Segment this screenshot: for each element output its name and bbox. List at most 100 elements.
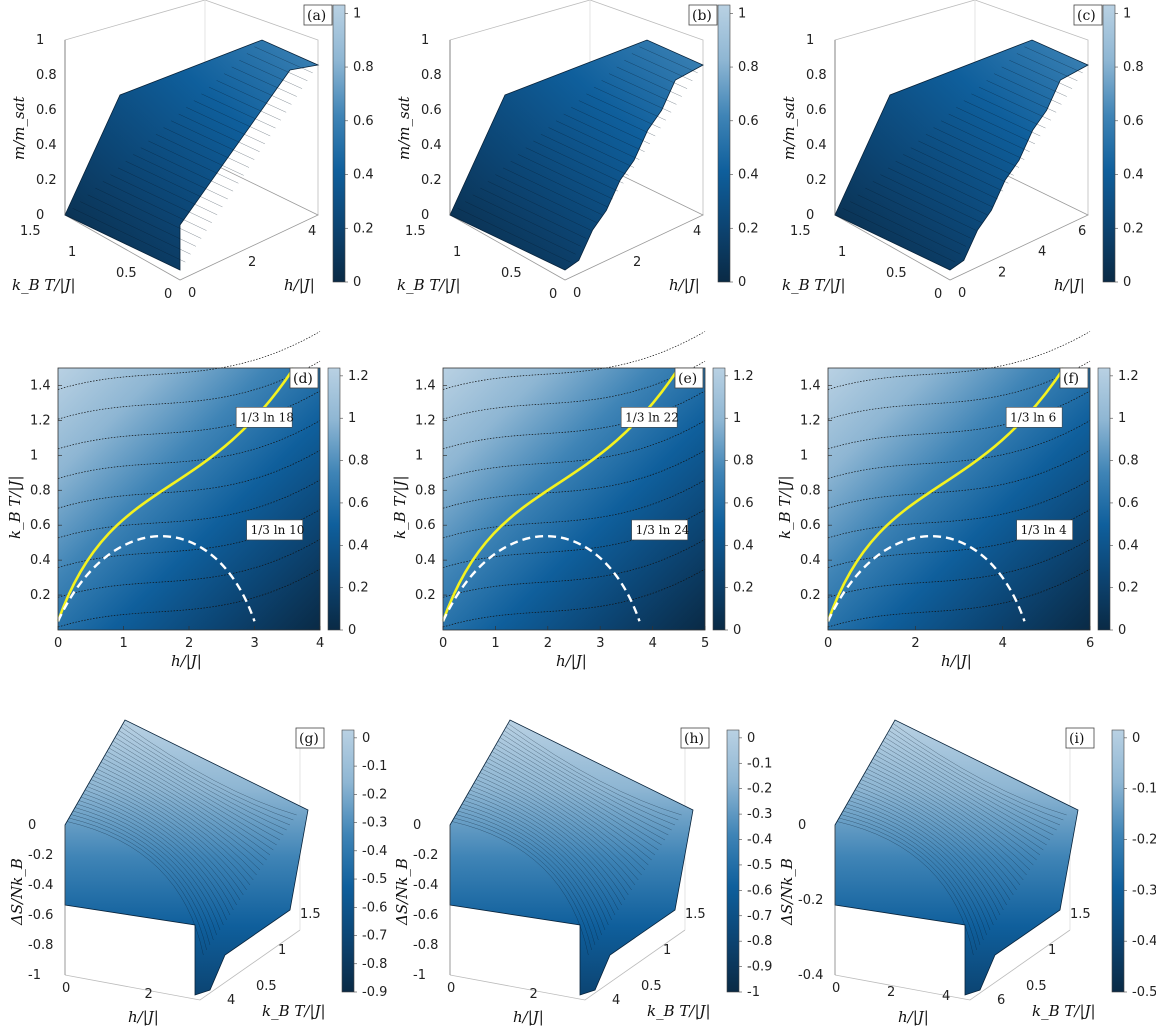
contour-line xyxy=(442,568,706,628)
contour-line xyxy=(827,479,1091,539)
colorbar-tick-label: -0.9 xyxy=(362,985,387,1000)
mesh-line xyxy=(74,807,217,936)
z-tick-label: -0.4 xyxy=(28,878,53,893)
annotation-label: 1/3 ln 18 xyxy=(240,410,294,424)
y-tick-label: 1.5 xyxy=(20,224,41,239)
colorbar-tick-label: -0.5 xyxy=(362,872,387,887)
x-tick-label: 2 xyxy=(530,987,538,1002)
colorbar-tick-label: 0 xyxy=(738,275,746,290)
y-tick-label: 1.5 xyxy=(1070,907,1091,922)
colorbar-tick-label: 0.4 xyxy=(353,168,374,183)
colorbar-tick-label: -0.8 xyxy=(362,957,387,972)
x-tick-label: 6 xyxy=(1078,224,1086,239)
mesh-line xyxy=(231,66,297,97)
y-axis-label: k_B T/|J| xyxy=(776,475,794,539)
y-tick-label: 1.5 xyxy=(685,907,706,922)
y-tick-label: 0.5 xyxy=(116,266,137,281)
colorbar-tick-label: -1 xyxy=(747,985,760,1000)
colorbar-tick-label: 0 xyxy=(353,275,361,290)
colorbar-tick-label: 0.8 xyxy=(1118,454,1139,469)
mesh-line xyxy=(84,789,234,911)
colorbar xyxy=(332,4,346,283)
y-tick-label: 0.2 xyxy=(800,588,821,603)
mesh-line xyxy=(895,160,993,208)
mesh-line xyxy=(601,80,672,113)
z-tick-label: 1 xyxy=(421,33,429,48)
mesh-line xyxy=(840,814,981,946)
mesh-line xyxy=(880,174,982,223)
colorbar xyxy=(1102,4,1116,283)
y-tick-label: 0.6 xyxy=(415,518,436,533)
x-tick-label: 2 xyxy=(633,255,641,270)
mesh-line xyxy=(593,86,666,121)
colorbar xyxy=(717,4,731,283)
z-tick-label: 0.8 xyxy=(806,68,827,83)
mesh-line xyxy=(465,796,612,921)
z-tick-label: 0 xyxy=(798,818,806,833)
mesh-line xyxy=(884,737,1054,836)
z-tick-label: 0 xyxy=(421,208,429,223)
annotation-label: 1/3 ln 22 xyxy=(625,410,679,424)
panel-label-box xyxy=(674,367,704,389)
z-tick-label: -0.2 xyxy=(798,893,823,908)
panel-label: (f) xyxy=(1063,371,1079,387)
z-tick-label: -0.6 xyxy=(413,908,438,923)
mesh-line xyxy=(854,789,1004,911)
panel-label: (i) xyxy=(1069,731,1084,747)
y-tick-label: 0.8 xyxy=(415,483,436,498)
z-tick-label: 0.6 xyxy=(806,103,827,118)
panel-a: 0 0.2 0.4 0.6 0.8 1 m/m_sat 1.5 1 0.5 0 k_B T/|J| 0 2… xyxy=(0,0,385,320)
mesh-line xyxy=(631,53,693,81)
mesh-line xyxy=(110,744,277,846)
z-tick-label: 0 xyxy=(28,818,36,833)
mesh-line xyxy=(472,194,582,247)
mesh-line xyxy=(66,821,204,956)
panel-label-box xyxy=(1073,4,1103,26)
panel-b: 0 0.2 0.4 0.6 0.8 1 m/m_sat 1.5 1 0.5 0 k_B T/|J| 0 2… xyxy=(385,0,770,320)
mesh-line xyxy=(94,772,251,886)
y-tick-label: 0.4 xyxy=(800,553,821,568)
panel-g: -1 -0.8 -0.6 -0.4 -0.2 0 ΔS/Nk_B 0 2 4 h/|J| 0.5 1 1.… xyxy=(0,700,387,1034)
y-axis-label: k_B T/|J| xyxy=(1032,1002,1096,1020)
y-tick-label: 0 xyxy=(934,287,942,302)
mesh-line xyxy=(956,107,1036,145)
panel-label-box xyxy=(688,4,718,26)
mesh-line xyxy=(548,127,635,168)
mesh-line xyxy=(501,733,672,831)
mesh-line xyxy=(1009,59,1073,89)
mesh-line xyxy=(586,93,661,129)
axes-frame xyxy=(449,929,686,1001)
mesh-line xyxy=(485,761,646,871)
z-axis-label: m/m_sat xyxy=(780,95,798,160)
mesh-line xyxy=(1024,46,1083,74)
y-tick-label: 0.5 xyxy=(256,979,277,994)
x-tick-label: 0 xyxy=(832,981,840,996)
contour-line xyxy=(827,449,1091,509)
mesh-line xyxy=(483,765,642,876)
colorbar-tick-label: 1 xyxy=(1123,6,1131,21)
mesh-line xyxy=(108,747,274,851)
z-tick-label: 0.2 xyxy=(36,173,57,188)
mesh-line xyxy=(239,59,303,89)
mesh-line xyxy=(224,73,292,105)
colorbar-tick-label: -0.1 xyxy=(362,759,387,774)
y-tick-label: 1 xyxy=(278,943,286,958)
mesh-line xyxy=(98,765,257,876)
colorbar-tick-label: 0 xyxy=(1123,275,1131,290)
y-tick-label: 1.4 xyxy=(415,378,436,393)
mesh-line xyxy=(844,807,987,936)
z-tick-label: -1 xyxy=(413,968,426,983)
mesh-line xyxy=(186,107,266,145)
mesh-line xyxy=(459,807,602,936)
mesh-line xyxy=(639,46,698,74)
y-tick-label: 1.5 xyxy=(405,224,426,239)
mesh-line xyxy=(878,747,1044,851)
mesh-line xyxy=(940,120,1025,160)
x-tick-label: 2 xyxy=(911,636,919,651)
mesh-line xyxy=(254,46,313,74)
mesh-line xyxy=(860,779,1014,896)
z-tick-label: 0.6 xyxy=(36,103,57,118)
mesh-line xyxy=(82,793,231,916)
mesh-line xyxy=(555,120,640,160)
contour-line xyxy=(442,420,706,479)
